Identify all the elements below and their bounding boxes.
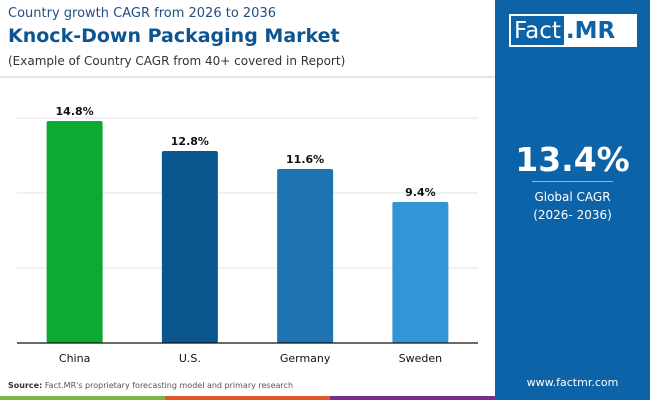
category-label: China: [59, 352, 90, 365]
chart-title: Knock-Down Packaging Market: [8, 25, 340, 47]
source-label: Source:: [8, 381, 43, 390]
global-cagr-period: (2026- 2036): [533, 208, 612, 222]
data-label: 12.8%: [171, 135, 209, 148]
global-cagr-label-text: Global CAGR: [534, 190, 611, 204]
chart-note: (Example of Country CAGR from 40+ covere…: [8, 54, 346, 68]
data-label: 9.4%: [405, 186, 436, 199]
stripe-green: [0, 396, 165, 400]
data-label: 11.6%: [286, 153, 324, 166]
category-label: Sweden: [399, 352, 442, 365]
data-label: 14.8%: [56, 105, 94, 118]
logo-part2: .MR: [565, 17, 616, 44]
bar-us: [161, 151, 218, 343]
bar-germany: [277, 169, 334, 343]
stripe-purple: [330, 396, 495, 400]
header-divider: [0, 76, 495, 78]
summary-panel: Fact .MR 13.4% Global CAGR (2026- 2036) …: [495, 0, 650, 400]
factmr-logo: Fact .MR: [509, 14, 637, 47]
bar-sweden: [392, 202, 449, 343]
global-cagr-value: 13.4%: [515, 140, 630, 179]
category-label: U.S.: [179, 352, 201, 365]
stripe-orange: [165, 396, 330, 400]
source-note: Source: Fact.MR's proprietary forecastin…: [8, 381, 293, 390]
website-link[interactable]: www.factmr.com: [526, 376, 619, 389]
global-cagr-label: Global CAGR (2026- 2036): [495, 188, 650, 224]
source-text: Fact.MR's proprietary forecasting model …: [44, 381, 294, 390]
bar-chart: 14.8% China 12.8% U.S. 11.6% Germany 9.4% Swede…: [17, 105, 478, 365]
bar-china: [46, 121, 103, 343]
summary-divider: [532, 181, 613, 182]
category-label: Germany: [280, 352, 331, 365]
logo-part1: Fact: [511, 16, 564, 45]
chart-subtitle: Country growth CAGR from 2026 to 2036: [8, 6, 276, 21]
